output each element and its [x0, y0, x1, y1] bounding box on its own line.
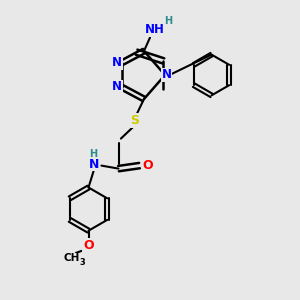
Text: N: N — [112, 56, 122, 70]
Text: O: O — [142, 159, 153, 172]
Text: N: N — [89, 158, 100, 171]
Text: 3: 3 — [80, 258, 85, 267]
Text: N: N — [112, 80, 122, 94]
Text: N: N — [161, 68, 172, 82]
Text: S: S — [130, 114, 140, 127]
Text: O: O — [83, 239, 94, 252]
Text: CH: CH — [63, 253, 80, 263]
Text: H: H — [164, 16, 173, 26]
Text: H: H — [89, 148, 98, 159]
Text: NH: NH — [145, 23, 164, 37]
